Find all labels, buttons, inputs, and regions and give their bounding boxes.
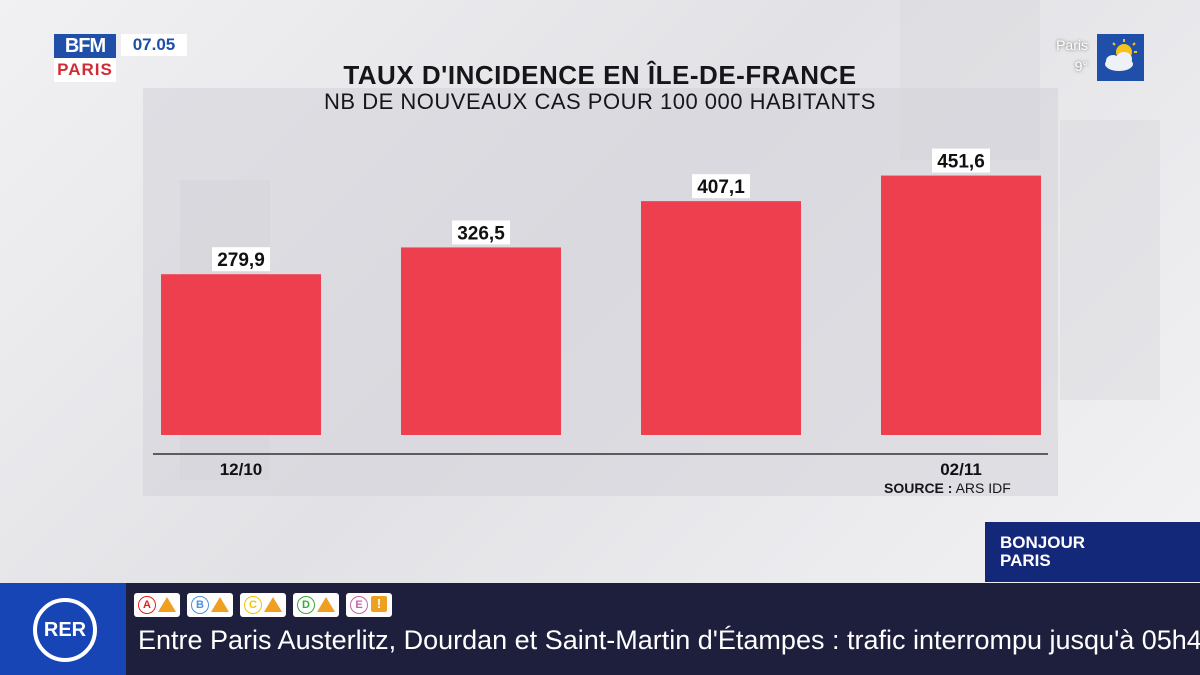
rer-line-a-status[interactable]: A — [134, 593, 180, 617]
rer-line-letter: D — [297, 596, 315, 614]
roadwork-warning-icon — [211, 597, 229, 612]
data-label-background — [212, 247, 270, 272]
rer-line-d-status[interactable]: D — [293, 593, 339, 617]
rer-line-letter: B — [191, 596, 209, 614]
rer-line-c-status[interactable]: C — [240, 593, 286, 617]
x-tick-label: 12/10 — [220, 460, 263, 479]
data-label-background — [452, 220, 510, 245]
roadwork-warning-icon — [264, 597, 282, 612]
source-value: ARS IDF — [955, 480, 1011, 496]
data-label-background — [692, 174, 750, 199]
bar — [881, 175, 1041, 435]
bar — [161, 274, 321, 435]
ticker-message: Entre Paris Austerlitz, Dourdan et Saint… — [138, 625, 1200, 655]
chart-subtitle: NB DE NOUVEAUX CAS POUR 100 000 HABITANT… — [324, 89, 876, 114]
clock: 07.05 — [121, 34, 187, 56]
data-label: 407,1 — [697, 177, 745, 198]
rer-line-e-status[interactable]: E! — [346, 593, 392, 617]
background-logo-shape — [1060, 120, 1160, 400]
rer-line-letter: C — [244, 596, 262, 614]
source-label: SOURCE : — [884, 480, 953, 496]
roadwork-warning-icon — [317, 597, 335, 612]
rer-badge-label: RER — [33, 598, 97, 662]
data-label: 279,9 — [217, 250, 265, 271]
roadwork-warning-icon — [158, 597, 176, 612]
weather-temperature: 9° — [1074, 58, 1088, 74]
news-ticker: RER A B C D E! Entre Paris Austerlitz, Dourd… — [0, 583, 1200, 675]
data-label: 326,5 — [457, 223, 505, 244]
show-tag-line1: BONJOUR — [1000, 533, 1086, 552]
logo-top-text: BFM — [54, 34, 116, 58]
weather-city: Paris — [1056, 37, 1088, 53]
data-label-background — [932, 148, 990, 173]
sun-cloud-icon — [1097, 34, 1144, 81]
data-label: 451,6 — [937, 152, 985, 173]
rer-line-letter: E — [350, 596, 368, 614]
show-tag: BONJOUR PARIS — [985, 522, 1200, 582]
info-icon: ! — [371, 596, 387, 612]
bar-chart: 279,9 12/10 326,5 407,1 451,6 02/11 — [153, 148, 1048, 479]
rer-badge: RER — [0, 583, 126, 675]
x-tick-label: 02/11 — [940, 460, 982, 479]
show-tag-text: BONJOUR PARIS — [1000, 534, 1110, 570]
bar — [401, 247, 561, 435]
channel-logo: BFM PARIS — [54, 34, 116, 82]
rer-line-letter: A — [138, 596, 156, 614]
chart-title: TAUX D'INCIDENCE EN ÎLE-DE-FRANCE — [343, 60, 857, 90]
show-tag-line2: PARIS — [1000, 551, 1051, 570]
chart-source: SOURCE : ARS IDF — [884, 480, 1011, 496]
rer-line-b-status[interactable]: B — [187, 593, 233, 617]
logo-bottom-text: PARIS — [54, 58, 116, 82]
bar — [641, 201, 801, 435]
